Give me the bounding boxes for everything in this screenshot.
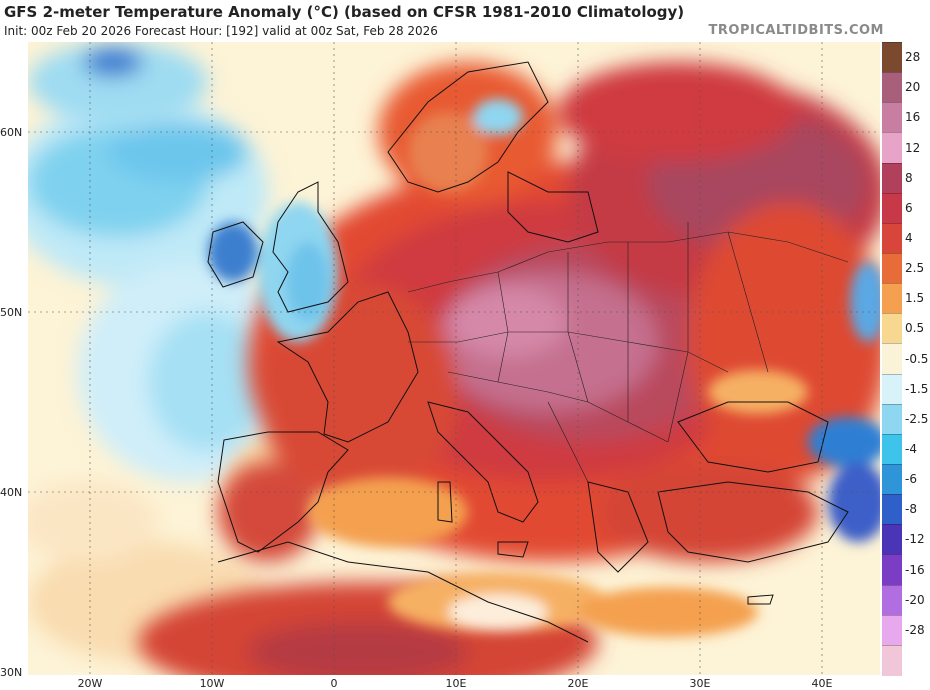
- coastlines: [207, 61, 849, 643]
- colorbar-label: 8: [905, 170, 913, 185]
- colorbar-segment: [882, 433, 902, 465]
- europe-warm-anomaly: [138, 62, 880, 675]
- brand-watermark: TROPICALTIDBITS.COM: [708, 23, 884, 38]
- lon-label-20e: 20E: [567, 677, 589, 690]
- colorbar-segment: [882, 343, 902, 375]
- colorbar-label: 12: [905, 140, 921, 155]
- graticule: [28, 42, 880, 675]
- colorbar-segment: [882, 313, 902, 345]
- colorbar-segment: [882, 464, 902, 496]
- lon-label-10e: 10E: [445, 677, 467, 690]
- british-isles-cool-anomaly: [208, 202, 338, 342]
- lat-label-60n: 60N: [0, 126, 23, 139]
- colorbar-label: -1.5: [905, 381, 929, 396]
- colorbar-segment: [882, 102, 902, 134]
- lon-label-40e: 40E: [811, 677, 833, 690]
- colorbar-label: -20: [905, 592, 925, 607]
- colorbar-label: -0.5: [905, 351, 929, 366]
- colorbar-label: -8: [905, 502, 917, 517]
- colorbar-segment: [882, 72, 902, 104]
- colorbar-label: 20: [905, 80, 921, 95]
- colorbar-label: 2.5: [905, 261, 925, 276]
- colorbar-label: -28: [905, 622, 925, 637]
- colorbar-segment: [882, 494, 902, 526]
- lat-label-40n: 40N: [0, 486, 23, 499]
- colorbar-label: 28: [905, 50, 921, 65]
- colorbar-segment: [882, 42, 902, 74]
- mediterranean-sea: [308, 477, 758, 637]
- colorbar-label: -2.5: [905, 411, 929, 426]
- map-title: GFS 2-meter Temperature Anomaly (°C) (ba…: [4, 3, 685, 21]
- colorbar-label: -4: [905, 441, 917, 456]
- forecast-info: Init: 00z Feb 20 2026 Forecast Hour: [19…: [4, 24, 438, 38]
- colorbar-segment: [882, 403, 902, 435]
- colorbar-segment: [882, 373, 902, 405]
- cold-atlantic-anomaly: [28, 42, 298, 482]
- colorbar-segment: [882, 192, 902, 224]
- colorbar-label: 0.5: [905, 321, 925, 336]
- country-borders: [407, 222, 849, 483]
- colorbar-segment: [882, 584, 902, 616]
- colorbar-segment: [882, 222, 902, 254]
- colorbar-label: 1.5: [905, 291, 925, 306]
- lat-label-50n: 50N: [0, 306, 23, 319]
- colorbar-segment: [882, 614, 902, 646]
- lon-label-30e: 30E: [689, 677, 711, 690]
- colorbar-segment: [882, 644, 902, 676]
- colorbar-segment: [882, 554, 902, 586]
- lon-label-0: 0: [330, 677, 338, 690]
- colorbar-label: -16: [905, 562, 925, 577]
- colorbar-segment: [882, 162, 902, 194]
- map-canvas: [28, 42, 880, 675]
- colorbar-segment: [882, 253, 902, 285]
- colorbar-segment: [882, 132, 902, 164]
- colorbar-label: -6: [905, 472, 917, 487]
- colorbar-label: 6: [905, 200, 913, 215]
- colorbar-segment: [882, 524, 902, 556]
- colorbar-segment: [882, 283, 902, 315]
- colorbar-label: -12: [905, 532, 925, 547]
- colorbar-label: 4: [905, 230, 913, 245]
- lon-label-20w: 20W: [77, 677, 103, 690]
- anomaly-map: [28, 42, 880, 675]
- colorbar-legend: 28 20 16 12 8 6 4 2.5 1.5 0.5 -0.5 -1.5 -2.5 -4 -6 -8 -1…: [882, 42, 930, 676]
- lat-label-30n: 30N: [0, 666, 23, 679]
- lon-label-10w: 10W: [199, 677, 225, 690]
- colorbar-label: 16: [905, 110, 921, 125]
